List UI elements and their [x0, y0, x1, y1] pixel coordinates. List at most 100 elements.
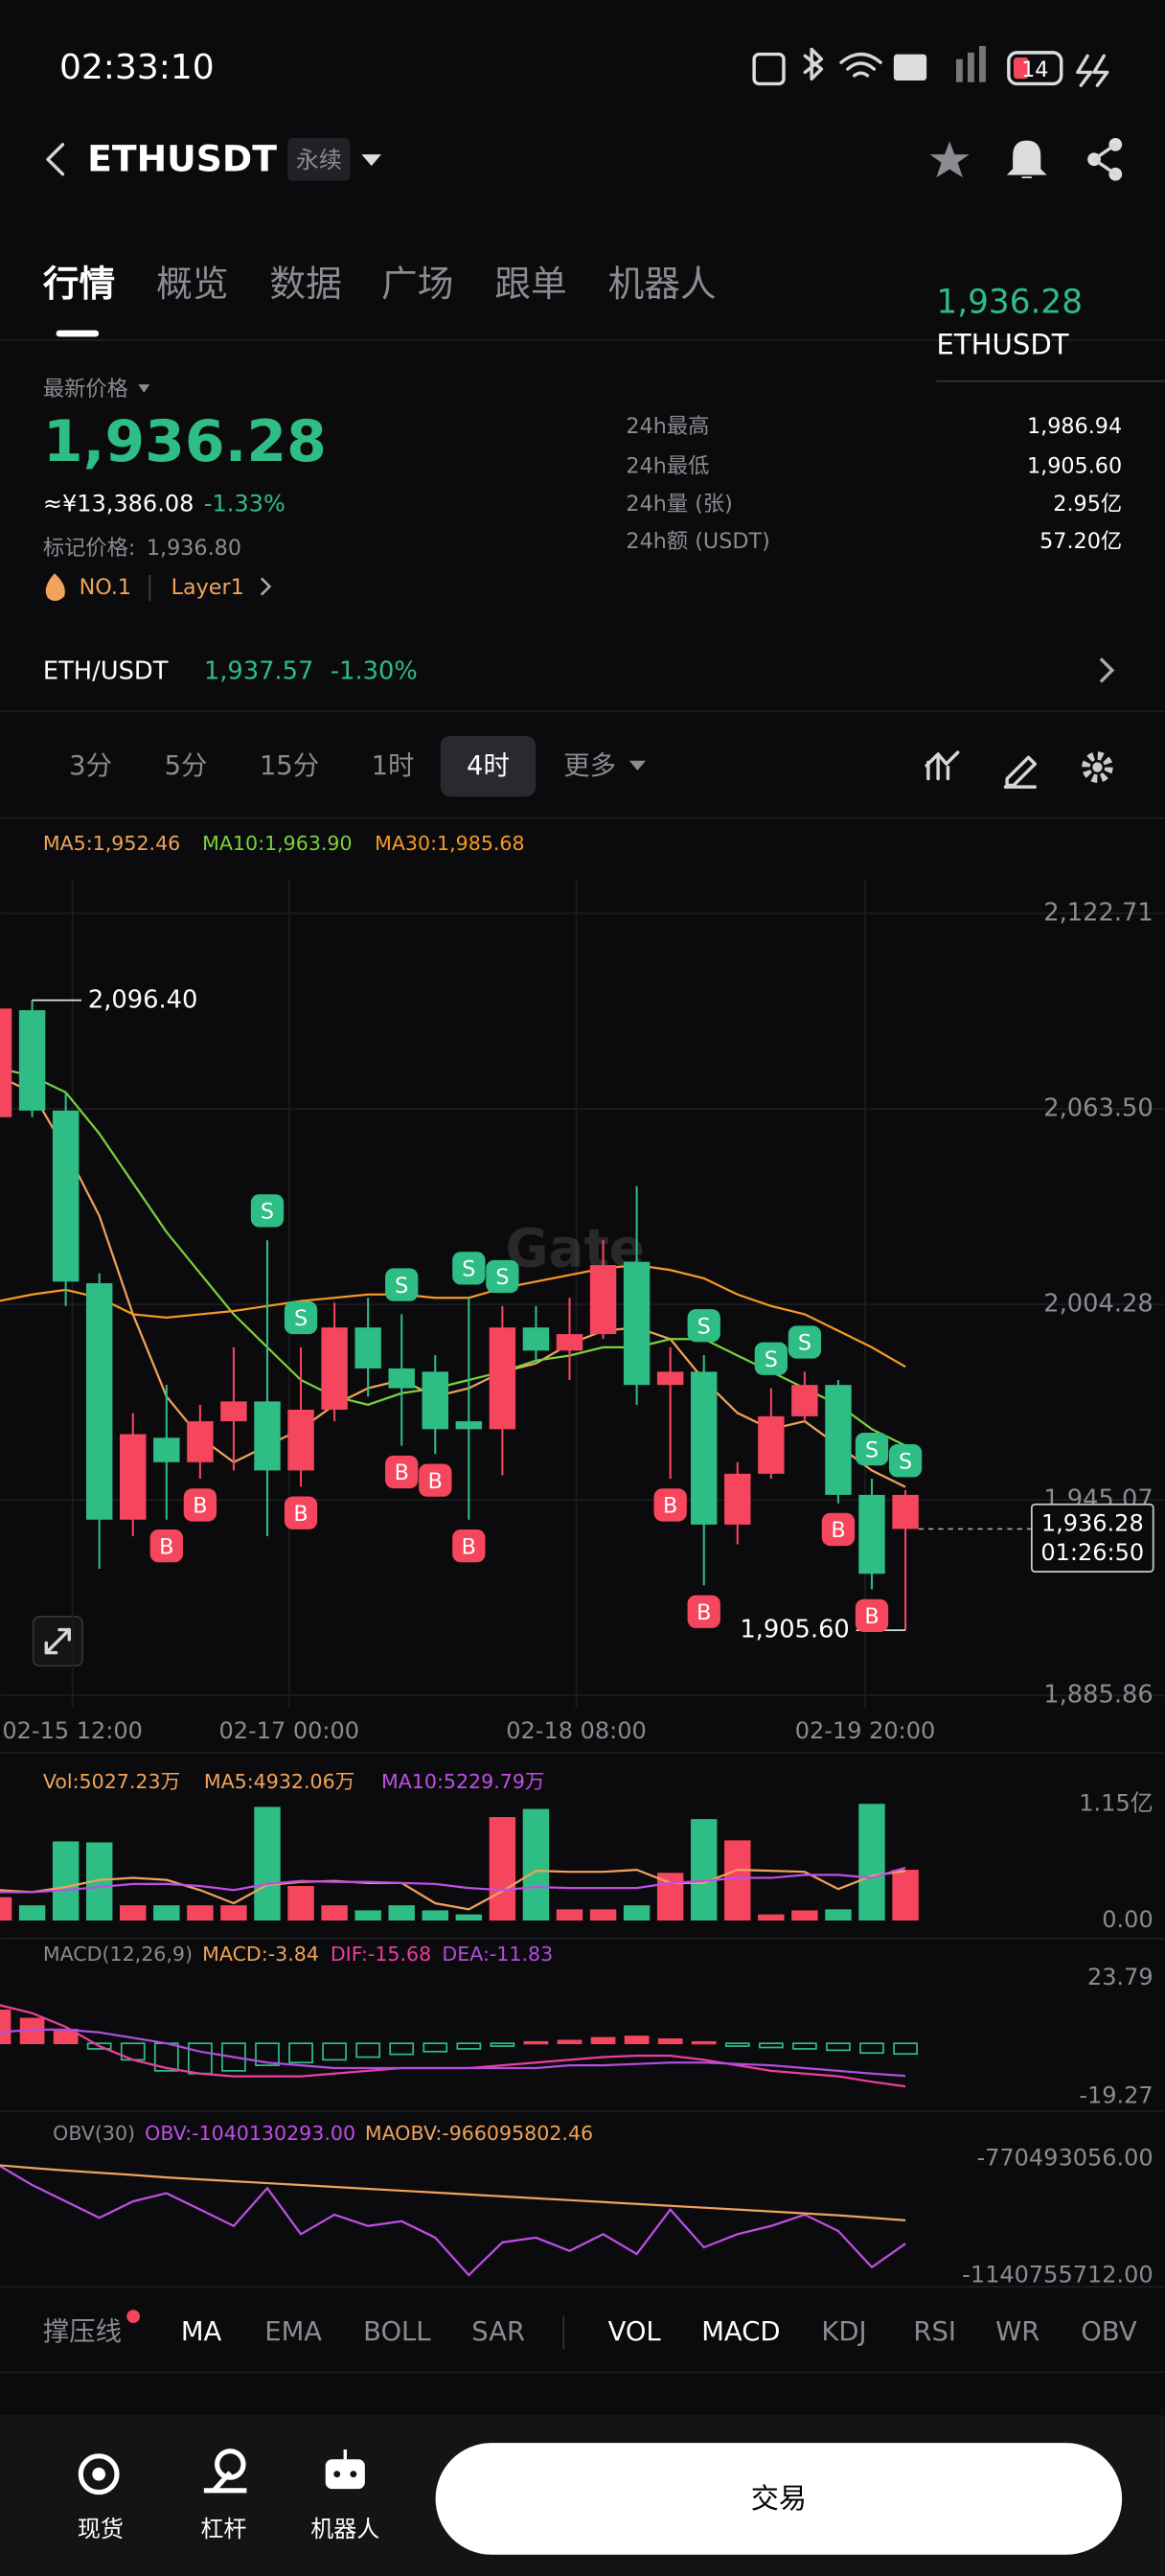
trade-marker-label: S: [765, 1347, 778, 1372]
macd-bar: [221, 2042, 246, 2072]
alert-button[interactable]: [1006, 140, 1047, 178]
back-button[interactable]: [46, 143, 65, 176]
cny-price: ≈¥13,386.08: [43, 490, 194, 517]
interval[interactable]: 15分: [260, 751, 319, 781]
candle-body: [52, 1110, 80, 1282]
indicator-tab[interactable]: EMA: [264, 2317, 322, 2347]
indicator-tab[interactable]: WR: [995, 2317, 1039, 2347]
indicator-tab[interactable]: 撑压线: [43, 2317, 122, 2347]
volume-bar: [153, 1905, 180, 1920]
volume-bar: [691, 1819, 718, 1920]
indicator-line: [0, 1263, 906, 1368]
nav-label[interactable]: 现货: [78, 2516, 124, 2542]
status-time: 02:33:10: [59, 48, 215, 87]
trade-marker: [183, 1488, 217, 1522]
spot-pair[interactable]: ETH/USDT: [43, 657, 169, 686]
sector[interactable]: Layer1: [171, 575, 244, 600]
volume-bar: [656, 1873, 684, 1920]
settings-button[interactable]: [1082, 751, 1113, 783]
favorite-button[interactable]: [929, 141, 970, 178]
volume-bar: [825, 1909, 852, 1920]
interval[interactable]: 4时: [467, 751, 510, 781]
trade-marker: [687, 1595, 720, 1628]
indicator-line: [0, 2028, 906, 2078]
y-tick-label: 2,004.28: [1043, 1290, 1153, 1319]
interval[interactable]: 5分: [165, 751, 208, 781]
volume-bar: [287, 1886, 314, 1920]
legend-entry: DIF:-15.68: [331, 1943, 431, 1966]
volume-bar: [455, 1914, 483, 1920]
indicator-tab[interactable]: MACD: [701, 2317, 780, 2347]
trade-marker-label: B: [193, 1494, 207, 1519]
interval-dropdown[interactable]: [628, 760, 646, 770]
nav-label[interactable]: 杠杆: [200, 2516, 246, 2542]
countdown-label: 01:26:50: [1040, 1539, 1144, 1566]
indicator-tab[interactable]: MA: [181, 2317, 222, 2347]
macd-bar: [423, 2042, 448, 2053]
trade-marker: [250, 1194, 285, 1228]
legend-entry: MA10:1,963.90: [202, 832, 352, 855]
tab[interactable]: 机器人: [608, 263, 717, 305]
legend-entry: MA10:5229.79万: [381, 1770, 544, 1793]
expand-button[interactable]: [32, 1615, 83, 1668]
macd-bar: [523, 2040, 549, 2045]
trade-marker-label: B: [428, 1469, 443, 1494]
symbol-dropdown[interactable]: [361, 154, 381, 167]
macd-bar: [657, 2038, 683, 2045]
spot-price: 1,937.57: [204, 657, 313, 686]
volume-bar: [589, 1909, 617, 1920]
volume-bar: [489, 1817, 516, 1920]
spot-chevron[interactable]: [1099, 657, 1115, 683]
tab[interactable]: 数据: [269, 263, 341, 305]
macd-bar: [724, 2042, 750, 2047]
indicator-tab[interactable]: BOLL: [363, 2317, 431, 2347]
candle-body: [254, 1401, 281, 1471]
tab-indicator: [56, 330, 100, 337]
trade-marker-label: S: [495, 1265, 509, 1290]
volume-bar: [254, 1806, 281, 1920]
trade-marker-label: S: [462, 1257, 475, 1282]
indicator-line: [0, 1868, 906, 1911]
draw-button[interactable]: [1003, 755, 1037, 789]
indicator-tab[interactable]: SAR: [471, 2317, 525, 2347]
rank-icon: [45, 573, 65, 602]
indicator-tab[interactable]: VOL: [608, 2317, 662, 2347]
trade-marker: [149, 1530, 183, 1563]
spot-icon[interactable]: [78, 2453, 120, 2496]
rank[interactable]: NO.1: [80, 575, 132, 600]
bot-icon[interactable]: [325, 2450, 365, 2490]
tab[interactable]: 广场: [381, 263, 453, 305]
trade-button[interactable]: [435, 2443, 1123, 2555]
indicator-tab[interactable]: RSI: [913, 2317, 956, 2347]
trade-marker-label: S: [395, 1274, 408, 1299]
price-dropdown[interactable]: [138, 384, 150, 393]
macd-bar: [792, 2042, 817, 2050]
symbol-title[interactable]: ETHUSDT: [87, 137, 277, 179]
y-tick-label: 0.00: [1102, 1906, 1153, 1933]
margin-icon[interactable]: [203, 2449, 247, 2494]
macd-bar: [86, 2042, 112, 2050]
interval[interactable]: 更多: [563, 751, 616, 781]
interval[interactable]: 1时: [372, 751, 415, 781]
y-tick-label: 1,885.86: [1043, 1681, 1153, 1710]
tab[interactable]: 概览: [156, 263, 228, 305]
sector-chevron[interactable]: [260, 577, 272, 596]
indicator-tab[interactable]: KDJ: [821, 2317, 866, 2347]
nav-label[interactable]: 机器人: [310, 2516, 379, 2542]
macd-bar: [288, 2042, 313, 2064]
trade-button-label[interactable]: 交易: [751, 2482, 807, 2515]
volume-bar: [120, 1905, 147, 1920]
indicator-line: [0, 2164, 906, 2277]
volume-bar: [791, 1910, 818, 1920]
indicator-tab[interactable]: OBV: [1081, 2317, 1137, 2347]
trade-marker-label: B: [864, 1604, 879, 1629]
legend-entry: DEA:-11.83: [442, 1943, 553, 1966]
indicator-button[interactable]: [925, 750, 960, 781]
tab[interactable]: 行情: [43, 263, 115, 305]
trade-marker-label: B: [159, 1534, 173, 1559]
share-button[interactable]: [1087, 138, 1123, 181]
last-price: 1,936.28: [43, 408, 327, 475]
y-tick-label: -19.27: [1079, 2082, 1153, 2108]
interval[interactable]: 3分: [69, 751, 112, 781]
tab[interactable]: 跟单: [494, 263, 566, 305]
